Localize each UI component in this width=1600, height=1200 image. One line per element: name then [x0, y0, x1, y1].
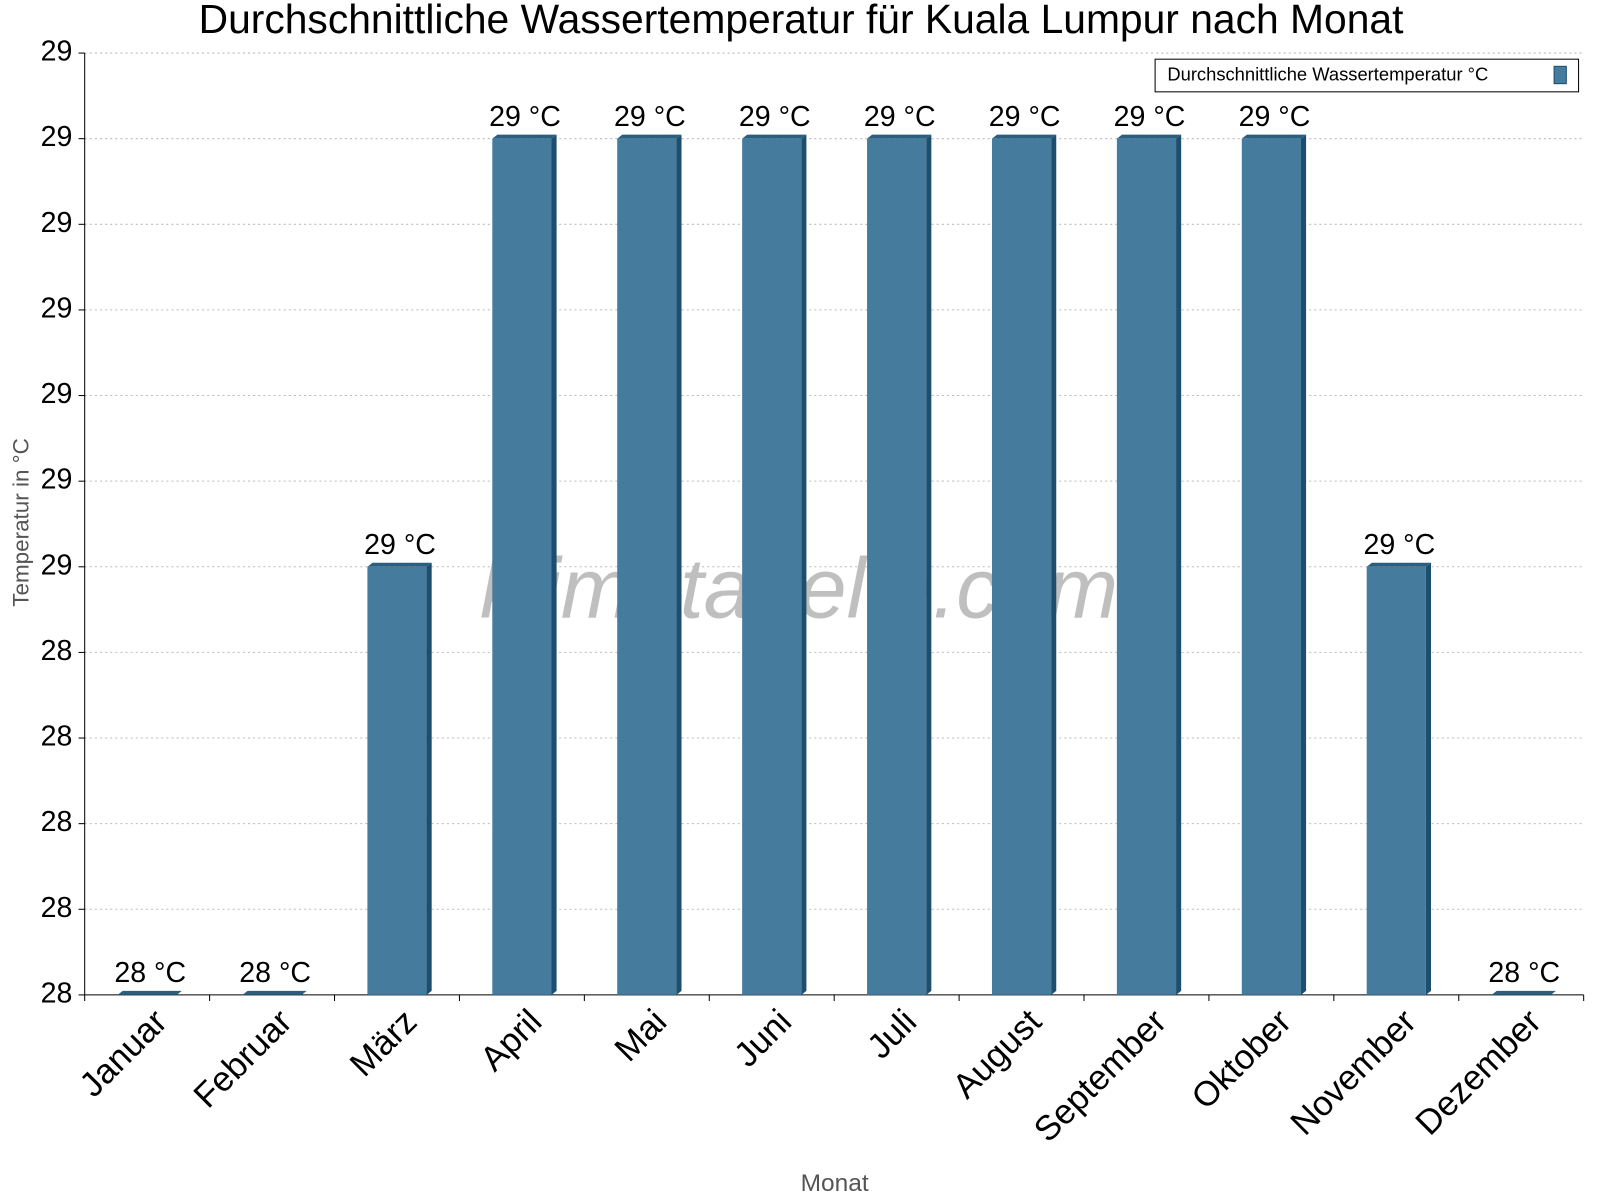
bar-side — [926, 134, 932, 995]
y-tick-label: 28 — [41, 892, 73, 924]
bar — [991, 138, 1052, 995]
x-tick-label: Januar — [73, 1003, 175, 1105]
bar-side — [801, 134, 807, 995]
data-label: 28 °C — [239, 957, 311, 989]
y-tick-label: 28 — [41, 635, 73, 667]
bar-top — [867, 134, 932, 139]
x-tick-label: August — [946, 1002, 1049, 1105]
bar-side — [676, 134, 682, 995]
bar-top — [742, 134, 807, 139]
bar-side — [1051, 134, 1057, 995]
data-label: 28 °C — [1488, 957, 1560, 989]
y-tick-label: 29 — [41, 207, 73, 239]
bar — [742, 138, 802, 995]
x-tick-label: Mai — [608, 1003, 674, 1069]
bar-top — [617, 134, 682, 139]
x-tick-label: September — [1027, 1003, 1174, 1150]
bar — [1366, 566, 1426, 995]
bar — [367, 566, 427, 995]
bar-top — [991, 134, 1057, 139]
x-tick-label: November — [1284, 1003, 1424, 1143]
bar-top — [367, 562, 432, 567]
y-tick-label: 28 — [41, 977, 73, 1009]
legend-swatch — [1553, 65, 1567, 85]
y-tick-label: 29 — [41, 292, 73, 324]
bar-side — [1176, 134, 1182, 995]
x-tick-label: Februar — [187, 1003, 300, 1116]
data-label: 28 °C — [114, 957, 186, 989]
x-tick-label: April — [473, 1003, 549, 1079]
y-tick-label: 28 — [41, 806, 73, 838]
data-label: 29 °C — [739, 101, 811, 133]
data-label: 29 °C — [1239, 101, 1311, 133]
bar-top — [492, 134, 557, 139]
bar-top — [1116, 134, 1182, 139]
y-tick-label: 29 — [41, 464, 73, 496]
y-tick-label: 29 — [41, 36, 73, 68]
bar-top — [1241, 134, 1307, 139]
bar — [1241, 138, 1301, 995]
data-label: 29 °C — [364, 529, 436, 561]
data-label: 29 °C — [614, 101, 686, 133]
legend-label: Durchschnittliche Wassertemperatur °C — [1167, 63, 1488, 84]
bar-side — [1300, 134, 1307, 995]
bar-side — [1425, 562, 1431, 995]
y-tick-label: 29 — [41, 549, 73, 581]
bar-top — [242, 990, 307, 995]
x-tick-label: Dezember — [1409, 1003, 1549, 1143]
chart-title: Durchschnittliche Wassertemperatur für K… — [199, 0, 1404, 42]
x-tick-label: Oktober — [1185, 1003, 1299, 1117]
bar — [617, 138, 677, 995]
bar — [1116, 138, 1177, 995]
y-tick-label: 28 — [41, 721, 73, 753]
y-tick-label: 29 — [41, 378, 73, 410]
x-tick-label: Juni — [727, 1003, 799, 1075]
y-tick-label: 29 — [41, 121, 73, 153]
x-tick-label: März — [343, 1003, 424, 1084]
bar-side — [426, 562, 432, 995]
bar-top — [1491, 990, 1556, 995]
data-label: 29 °C — [1363, 529, 1435, 561]
x-axis-title: Monat — [801, 1170, 869, 1197]
data-label: 29 °C — [489, 101, 561, 133]
y-axis-title: Temperatur in °C — [8, 438, 33, 607]
data-label: 29 °C — [864, 101, 936, 133]
x-tick-label: Juli — [860, 1003, 924, 1067]
bar-top — [117, 990, 182, 995]
bar-side — [551, 134, 557, 995]
data-label: 29 °C — [989, 101, 1061, 133]
bar-top — [1366, 562, 1431, 567]
legend-box — [1154, 58, 1580, 93]
data-label: 29 °C — [1114, 101, 1186, 133]
bar — [867, 138, 927, 995]
bar — [492, 138, 552, 995]
